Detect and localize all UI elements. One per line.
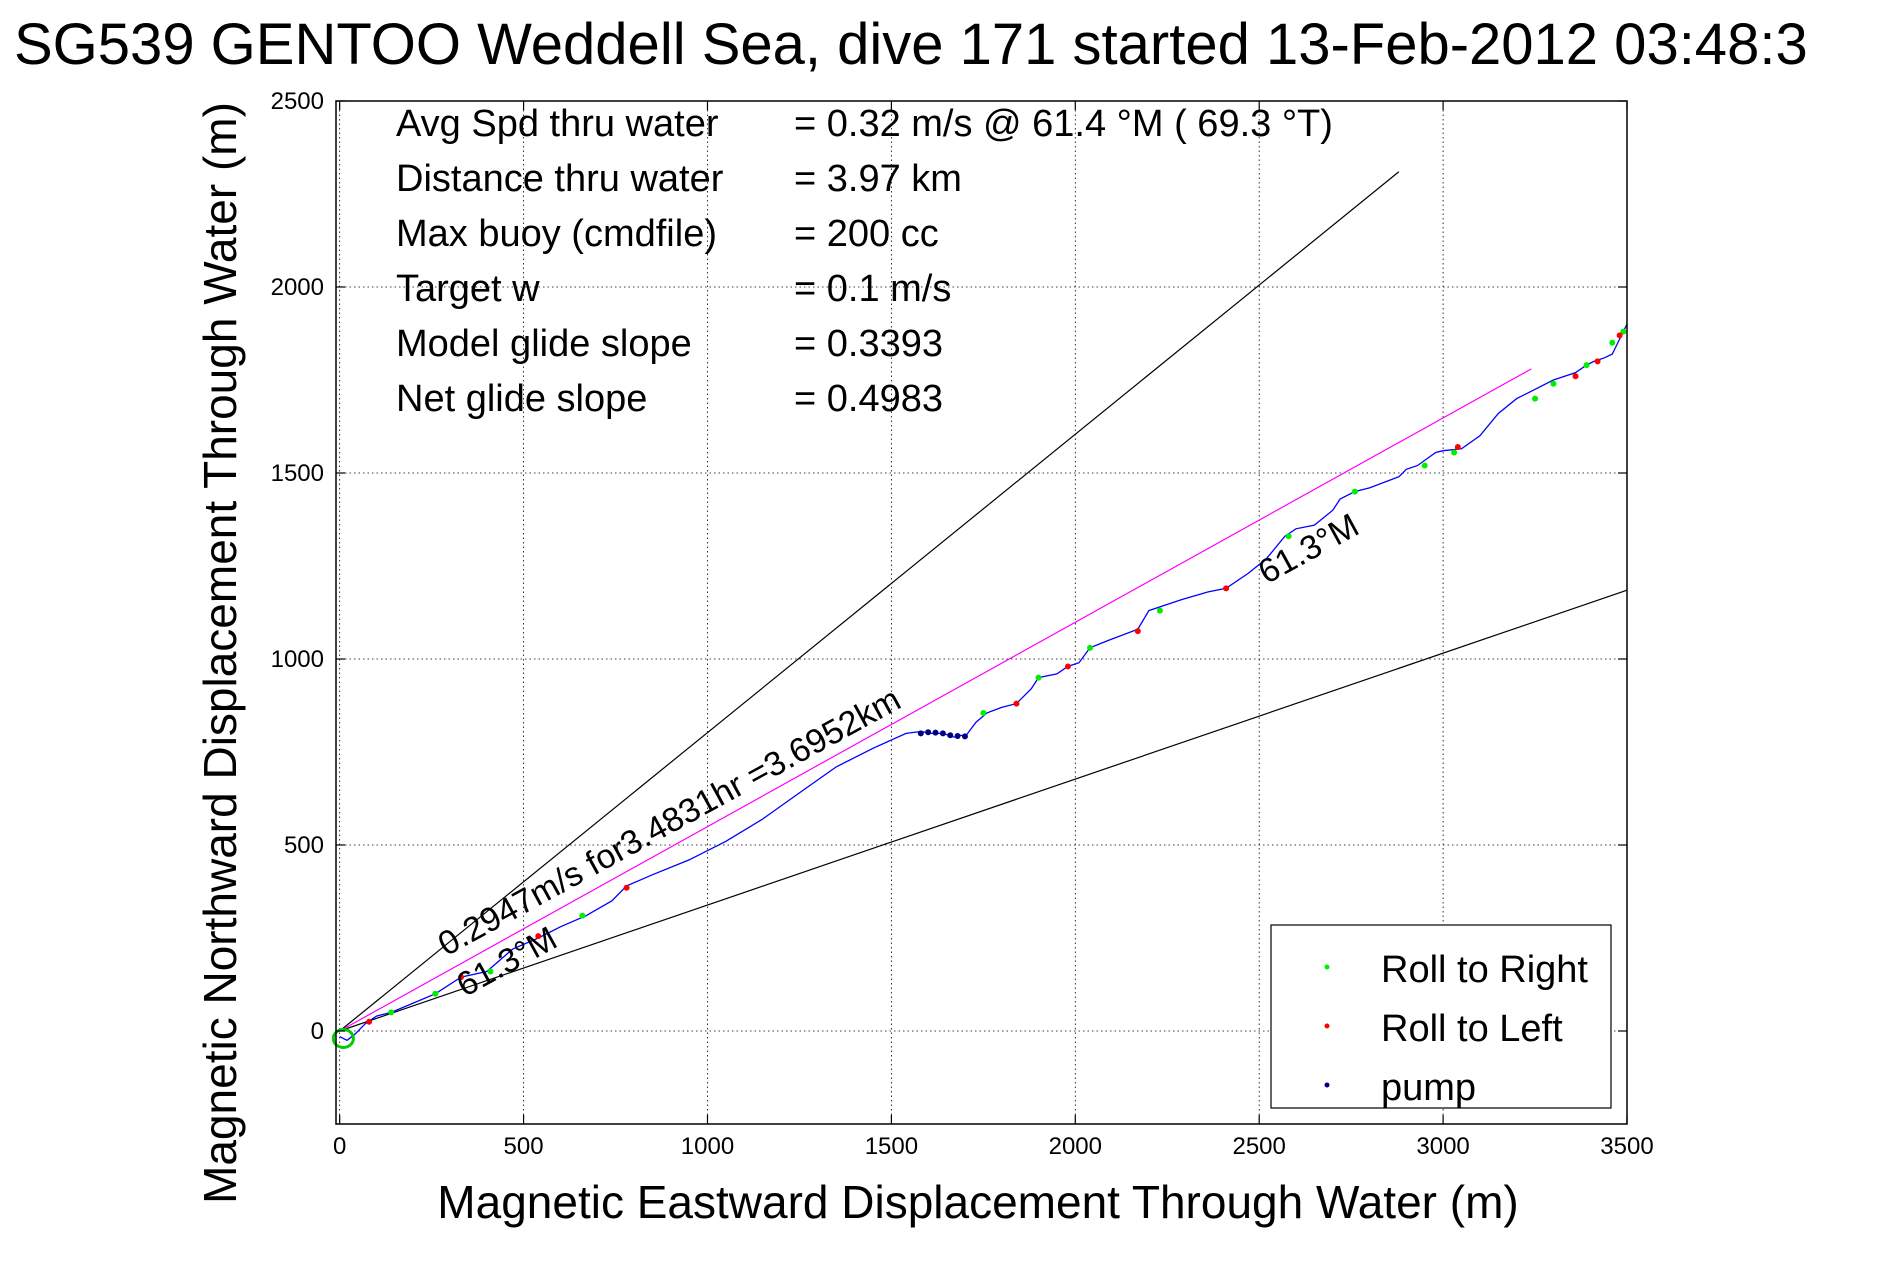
y-tick-label: 2000 [271, 274, 324, 301]
point-roll-to-left [1616, 332, 1623, 339]
point-pump [917, 730, 924, 737]
point-roll-to-right [1532, 395, 1539, 402]
start-marker [331, 1027, 355, 1049]
legend-marker [1324, 1023, 1330, 1029]
x-tick-label: 3500 [1600, 1133, 1653, 1160]
info-block: Avg Spd thru water = 0.32 m/s @ 61.4 °M (… [396, 103, 1333, 420]
plot-frame [335, 100, 1628, 1125]
x-tick-label: 2500 [1232, 1133, 1285, 1160]
y-tick-label: 1000 [271, 646, 324, 673]
reference-lines [339, 171, 1628, 1032]
y-tick-label: 1500 [271, 460, 324, 487]
info-value: = 3.97 km [794, 158, 962, 200]
point-roll-to-right [432, 990, 439, 997]
point-roll-to-left [1572, 373, 1579, 380]
legend-label: Roll to Left [1381, 1008, 1563, 1050]
legend-label: Roll to Right [1381, 949, 1588, 991]
info-value: = 0.3393 [794, 323, 943, 365]
point-roll-to-left [1454, 443, 1461, 450]
info-value: = 200 cc [794, 213, 939, 255]
info-label: Distance thru water [396, 158, 724, 200]
info-value: = 0.1 m/s [794, 268, 951, 310]
info-label: Max buoy (cmdfile) [396, 213, 717, 255]
point-roll-to-right [1583, 362, 1590, 369]
point-roll-to-right [1451, 449, 1458, 456]
point-roll-to-left [623, 884, 630, 891]
y-tick-label: 2500 [271, 88, 324, 115]
point-pump [947, 732, 954, 739]
point-roll-to-right [1351, 488, 1358, 495]
point-roll-to-right [487, 968, 494, 975]
reference-line [339, 368, 1532, 1032]
series [331, 323, 1628, 1049]
x-axis-label: Magnetic Eastward Displacement Through W… [437, 1176, 1518, 1228]
legend-marker [1324, 964, 1330, 970]
info-label: Net glide slope [396, 378, 647, 420]
info-label: Model glide slope [396, 323, 692, 365]
legend-box [1270, 924, 1612, 1109]
chart-title: SG539 GENTOO Weddell Sea, dive 171 start… [14, 12, 1808, 77]
point-roll-to-left [1223, 585, 1230, 592]
point-roll-to-left [1594, 358, 1601, 365]
point-roll-to-right [1421, 462, 1428, 469]
point-roll-to-right [1156, 607, 1163, 614]
point-roll-to-left [535, 933, 542, 940]
x-tick-label: 3000 [1416, 1133, 1469, 1160]
point-roll-to-right [1035, 674, 1042, 681]
legend-label: pump [1381, 1067, 1476, 1109]
plot-area: 0 500 1000 1500 2000 2500 3000 3500 0 500 1000 1500… [271, 88, 1654, 1160]
y-axis-label: Magnetic Northward Displacement Through … [194, 102, 246, 1204]
point-roll-to-left [458, 974, 465, 981]
info-label: Target w [396, 268, 540, 310]
point-roll-to-right [1620, 328, 1627, 335]
x-tick-label: 1000 [681, 1133, 734, 1160]
y-tick-label: 500 [284, 832, 324, 859]
point-pump [961, 733, 968, 740]
point-pump [925, 729, 932, 736]
info-label: Avg Spd thru water [396, 103, 719, 145]
point-roll-to-left [1134, 628, 1141, 635]
point-roll-to-left [1013, 700, 1020, 707]
point-roll-to-right [1285, 533, 1292, 540]
point-roll-to-left [1064, 663, 1071, 670]
reference-line [339, 589, 1628, 1032]
x-tick-label: 2000 [1049, 1133, 1102, 1160]
point-roll-to-right [1550, 380, 1557, 387]
point-roll-to-right [388, 1009, 395, 1016]
point-roll-to-right [1609, 339, 1616, 346]
reference-line [339, 171, 1400, 1032]
point-roll-to-right [1087, 644, 1094, 651]
point-pump [954, 733, 961, 740]
legend: Roll to Right Roll to Left pump [1270, 924, 1612, 1109]
y-tick-label: 0 [311, 1018, 324, 1045]
point-roll-to-right [579, 912, 586, 919]
point-roll-to-left [366, 1018, 373, 1025]
info-value: = 0.32 m/s @ 61.4 °M ( 69.3 °T) [794, 103, 1333, 145]
x-tick-label: 1500 [865, 1133, 918, 1160]
point-pump [932, 729, 939, 736]
info-value: = 0.4983 [794, 378, 943, 420]
point-roll-to-right [980, 709, 987, 716]
x-tick-label: 500 [504, 1133, 544, 1160]
point-pump [939, 730, 946, 737]
ticks: 0 500 1000 1500 2000 2500 3000 3500 0 500 1000 1500… [271, 88, 1654, 1160]
x-tick-label: 0 [333, 1133, 346, 1160]
legend-marker [1324, 1082, 1330, 1088]
